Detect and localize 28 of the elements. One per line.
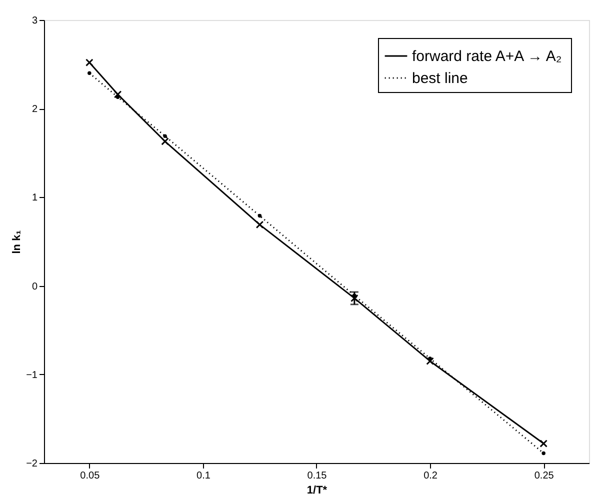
y-tick-label: −1 xyxy=(26,370,38,381)
x-tick-label: 0.25 xyxy=(534,470,554,482)
point xyxy=(161,137,169,146)
x-tick-label: 0.2 xyxy=(424,470,438,482)
point xyxy=(256,220,264,229)
point xyxy=(258,214,262,218)
y-tick-label: 2 xyxy=(32,104,38,116)
x-tick-label: 0.15 xyxy=(307,470,328,482)
y-axis-title: ln k₁ xyxy=(11,230,24,254)
legend-label: forward rate A+A → A₂ xyxy=(412,48,562,65)
y-tick-label: 1 xyxy=(32,192,38,204)
x-axis-title: 1/T* xyxy=(306,484,328,496)
point xyxy=(86,58,94,66)
x-tick-label: 0.1 xyxy=(196,470,211,482)
point xyxy=(88,71,92,76)
point xyxy=(350,294,358,302)
point xyxy=(428,356,432,360)
point xyxy=(426,357,434,366)
point xyxy=(163,134,167,138)
y-tick-label: 3 xyxy=(32,16,38,26)
y-tick-label: −2 xyxy=(26,458,38,470)
x-tick-label: 0.05 xyxy=(80,470,100,482)
y-tick-label: 0 xyxy=(32,281,38,292)
legend-label: best line xyxy=(412,70,468,87)
point xyxy=(540,440,548,448)
point xyxy=(116,95,120,99)
point xyxy=(542,451,546,456)
point xyxy=(114,90,122,98)
